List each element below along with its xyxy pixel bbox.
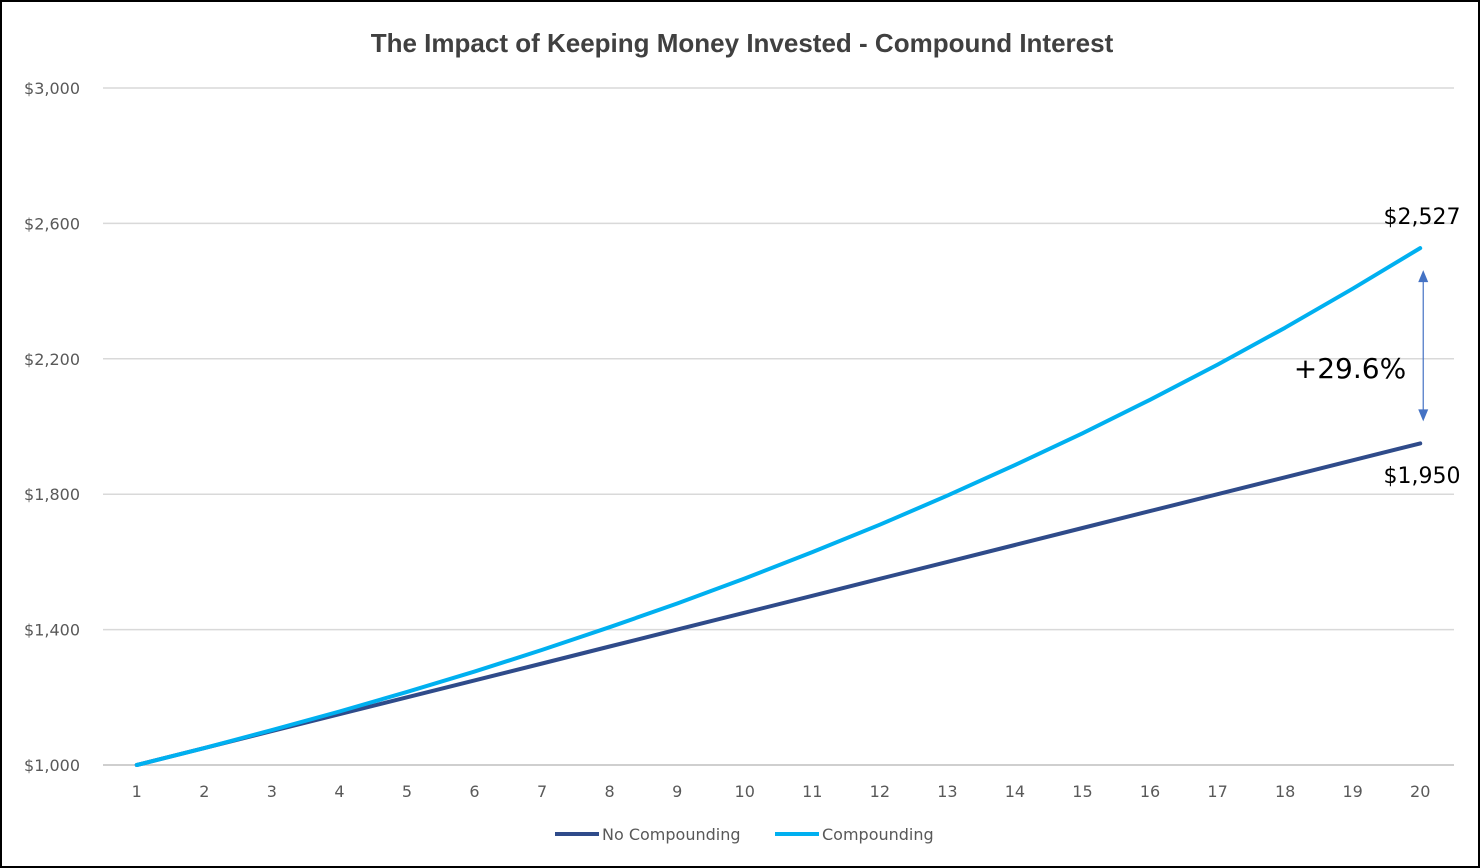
x-tick-label: 5 (402, 782, 412, 801)
x-tick-label: 17 (1207, 782, 1227, 801)
x-tick-label: 3 (267, 782, 277, 801)
x-tick-label: 2 (199, 782, 209, 801)
x-tick-label: 12 (870, 782, 890, 801)
series-line (134, 441, 1423, 767)
x-tick-label: 13 (937, 782, 957, 801)
y-tick-label: $1,000 (24, 756, 80, 775)
grid-lines (103, 87, 1454, 766)
x-tick-label: 4 (334, 782, 344, 801)
legend-label: No Compounding (602, 825, 741, 844)
y-tick-label: $1,800 (24, 485, 80, 504)
difference-arrow (1418, 270, 1429, 422)
legend: No Compounding Compounding (555, 825, 934, 844)
x-tick-label: 1 (132, 782, 142, 801)
x-tick-label: 10 (735, 782, 755, 801)
annotations: $2,527 $1,950 +29.6% (1294, 205, 1461, 489)
x-tick-label: 18 (1275, 782, 1295, 801)
x-tick-label: 20 (1410, 782, 1430, 801)
x-tick-label: 19 (1342, 782, 1362, 801)
x-axis-ticks: 1 2 3 4 5 6 7 8 9 10 11 12 13 14 15 16 17 18 19 20 (132, 782, 1431, 801)
x-tick-label: 15 (1072, 782, 1092, 801)
x-tick-label: 9 (672, 782, 682, 801)
y-tick-label: $1,400 (24, 621, 80, 640)
y-axis-ticks: $1,000 $1,400 $1,800 $2,200 $2,600 $3,000 (24, 79, 80, 775)
arrow-head-down (1418, 409, 1429, 422)
x-tick-label: 8 (605, 782, 615, 801)
y-tick-label: $2,600 (24, 214, 80, 233)
no-compounding-end-label: $1,950 (1384, 464, 1461, 489)
chart-title: The Impact of Keeping Money Invested - C… (371, 28, 1114, 58)
x-tick-label: 11 (802, 782, 822, 801)
arrow-head-up (1418, 270, 1429, 283)
difference-label: +29.6% (1294, 352, 1406, 385)
legend-label: Compounding (822, 825, 934, 844)
y-tick-label: $3,000 (24, 79, 80, 98)
series-line (134, 246, 1423, 767)
x-tick-label: 6 (469, 782, 479, 801)
compounding-end-label: $2,527 (1384, 205, 1461, 230)
x-tick-label: 16 (1140, 782, 1160, 801)
x-tick-label: 7 (537, 782, 547, 801)
series-lines (134, 246, 1423, 767)
y-tick-label: $2,200 (24, 350, 80, 369)
x-tick-label: 14 (1005, 782, 1025, 801)
